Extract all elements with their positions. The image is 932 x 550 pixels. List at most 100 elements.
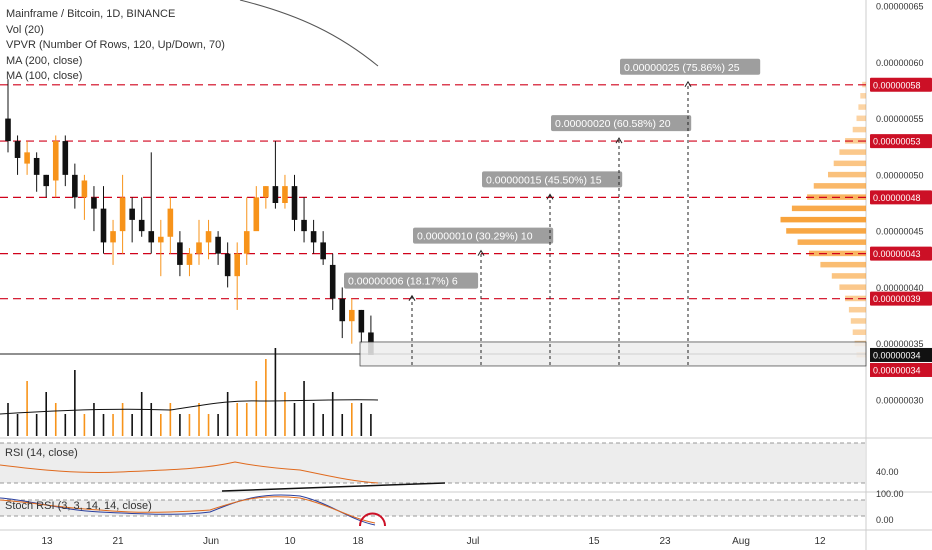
candle-body (52, 141, 59, 181)
price-tick-label: 0.00000040 (876, 283, 924, 293)
candle-body (215, 236, 221, 254)
vol-indicator-label[interactable]: Vol (20) (6, 23, 44, 36)
candle-body (358, 309, 365, 333)
volume-bar (45, 392, 47, 436)
volume-bar (64, 414, 67, 436)
rsi-pane-label[interactable]: RSI (14, close) (5, 447, 78, 459)
price-level-badge-label: 0.00000043 (873, 249, 921, 259)
volume-bar (179, 414, 181, 436)
target-arrowhead (684, 80, 692, 88)
price-level-badge (870, 190, 932, 205)
candle-body (158, 236, 164, 243)
time-tick-label: Jun (203, 536, 219, 547)
volume-bar (217, 414, 219, 436)
volume-bar (265, 359, 267, 436)
volume-bar (131, 414, 133, 436)
rsi-trendline (221, 482, 446, 492)
symbol-title: Mainframe / Bitcoin, 1D, BINANCE (6, 8, 176, 20)
volume-bar (35, 414, 38, 436)
candle-body (339, 298, 346, 322)
vpvr-indicator-label[interactable]: VPVR (Number Of Rows, 120, Up/Down, 70) (6, 39, 225, 52)
target-label-box (620, 58, 761, 75)
candle-body (272, 186, 279, 203)
time-tick-label: Aug (732, 536, 750, 547)
volume-bar (102, 414, 105, 436)
candle-body (243, 231, 250, 254)
candle-body (291, 186, 298, 220)
candle-body (100, 208, 107, 243)
volume-bar (303, 381, 305, 436)
ma100-indicator-label[interactable]: MA (100, close) (6, 70, 83, 83)
volume-bar (54, 403, 57, 436)
vpvr-bar (786, 228, 866, 234)
ma200-line (239, 0, 379, 67)
volume-bar (341, 414, 344, 436)
candle-body (282, 186, 288, 203)
vpvr-bar (850, 318, 866, 324)
volume-bar (188, 414, 191, 436)
candle-body (253, 197, 260, 232)
price-level-badge-label: 0.00000053 (873, 137, 921, 147)
rsi-band (0, 443, 866, 483)
current-price-badge (870, 347, 932, 362)
volume-bar (245, 403, 248, 436)
price-level-badge-label: 0.00000048 (873, 193, 921, 203)
candle-body (62, 141, 69, 175)
time-tick-label: Jul (467, 536, 480, 547)
candle-body (224, 253, 231, 277)
rsi-tick-label: 40.00 (876, 467, 899, 477)
volume-bar (293, 403, 296, 436)
rsi-line (0, 461, 379, 484)
target-label-box (344, 272, 479, 289)
vpvr-bar (833, 160, 866, 167)
stoch-pane-label[interactable]: Stoch RSI (3, 3, 14, 14, close) (5, 500, 152, 512)
candle-body (320, 242, 326, 260)
candle-body (148, 231, 155, 243)
price-level-badge (870, 77, 932, 92)
time-tick-label: 13 (41, 536, 53, 547)
stoch-band (0, 500, 866, 516)
candle-body (177, 242, 183, 265)
volume-bar (93, 403, 95, 436)
target-label-box (413, 227, 554, 244)
volume-bar (207, 414, 210, 436)
candle-body (43, 174, 49, 187)
vpvr-bar (828, 171, 866, 178)
ma200-indicator-label[interactable]: MA (200, close) (6, 54, 83, 67)
candle-body (5, 118, 11, 142)
candle-body (110, 231, 116, 243)
candle-body (196, 242, 202, 254)
volume-bar (16, 414, 19, 436)
volume-bar (121, 403, 124, 436)
target-label-text: 0.00000006 (18.17%) 6 (348, 276, 458, 288)
target-label-text: 0.00000015 (45.50%) 15 (486, 174, 602, 186)
time-tick-label: 18 (352, 536, 364, 547)
target-label-text: 0.00000025 (75.86%) 25 (624, 62, 740, 74)
volume-bar (198, 403, 200, 436)
chart-legend: Mainframe / Bitcoin, 1D, BINANCE Vol (20… (6, 7, 225, 85)
oversold-circle (359, 512, 386, 527)
vpvr-bar (856, 115, 866, 122)
candle-body (138, 219, 145, 232)
volume-bar (370, 414, 372, 436)
candle-body (301, 219, 307, 232)
candle-body (24, 152, 30, 164)
target-arrowhead (546, 193, 554, 200)
candle-body (91, 197, 97, 209)
vpvr-bar (831, 273, 866, 279)
volume-bar (74, 370, 76, 436)
candle-body (167, 208, 174, 237)
price-level-badge (870, 291, 932, 306)
vpvr-bar (852, 329, 866, 335)
stoch-k-line (0, 494, 376, 526)
price-tick-label: 0.00000050 (876, 170, 924, 180)
target-arrowhead (408, 294, 416, 301)
volume-bar (140, 392, 143, 436)
vpvr-bar (780, 216, 866, 223)
price-tick-label: 0.00000035 (876, 339, 924, 349)
volume-bar (7, 403, 9, 436)
target-label-text: 0.00000010 (30.29%) 10 (417, 231, 533, 243)
volume-bar (236, 403, 238, 436)
volume-bar (83, 414, 86, 436)
